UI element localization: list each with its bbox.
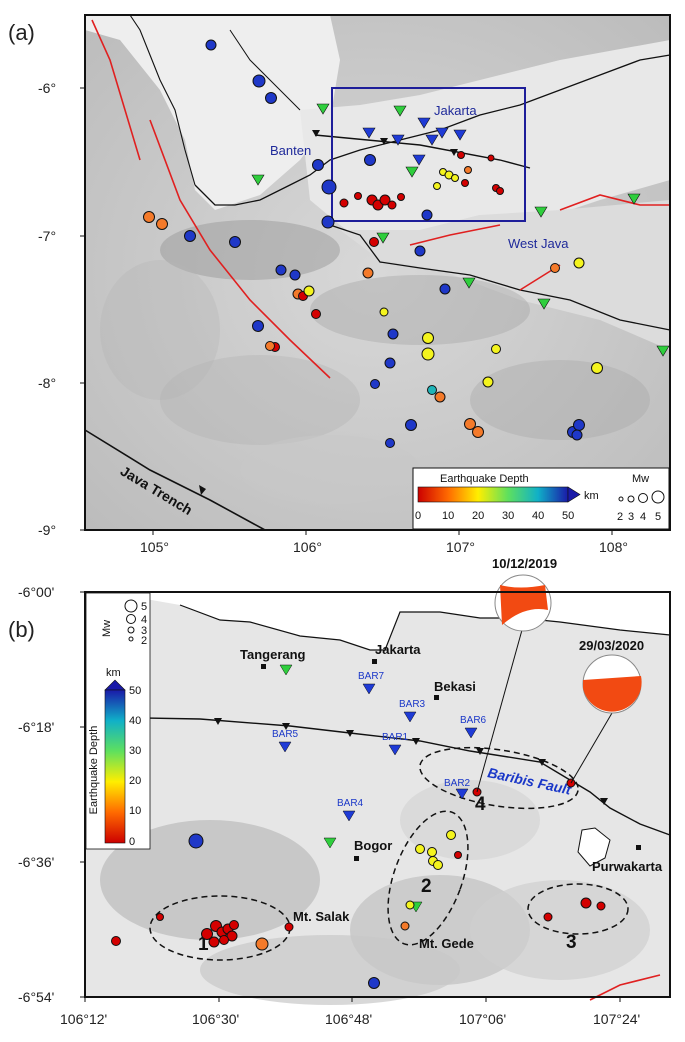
svg-text:105°: 105°	[140, 539, 169, 555]
svg-text:20: 20	[129, 775, 141, 787]
svg-text:Earthquake Depth: Earthquake Depth	[88, 726, 100, 815]
zone-2-label: 2	[421, 876, 432, 897]
svg-text:107°06': 107°06'	[459, 1011, 506, 1027]
panel-b-lat-ticks: -6°00' -6°18' -6°36' -6°54'	[18, 584, 85, 1005]
label-mt-gede: Mt. Gede	[419, 936, 474, 951]
trench-line	[84, 429, 266, 531]
zones	[149, 746, 629, 961]
svg-text:-7°: -7°	[38, 228, 56, 244]
panel-a-label: (a)	[8, 20, 35, 45]
svg-text:km: km	[106, 667, 121, 679]
label-mt-salak: Mt. Salak	[293, 909, 350, 924]
svg-text:10: 10	[442, 510, 454, 522]
svg-text:106°: 106°	[293, 539, 322, 555]
svg-text:-6°54': -6°54'	[18, 989, 54, 1005]
svg-text:107°24': 107°24'	[593, 1011, 640, 1027]
svg-text:BAR7: BAR7	[358, 671, 385, 682]
svg-text:106°12': 106°12'	[60, 1011, 107, 1027]
svg-text:BAR4: BAR4	[337, 798, 364, 809]
svg-text:Mw: Mw	[101, 620, 113, 637]
panel-a-lat-ticks: -6° -7° -8° -9°	[38, 80, 85, 538]
svg-text:106°30': 106°30'	[192, 1011, 239, 1027]
svg-text:BAR6: BAR6	[460, 715, 487, 726]
svg-text:30: 30	[502, 510, 514, 522]
label-jakarta-a: Jakarta	[434, 103, 477, 118]
fault-trace	[149, 119, 331, 379]
panel-a-lon-ticks: 105° 106° 107° 108°	[140, 530, 628, 555]
panel-b-map	[84, 592, 671, 1005]
zone-4-label: 4	[475, 794, 486, 815]
svg-text:Tangerang: Tangerang	[240, 647, 306, 662]
svg-text:10: 10	[129, 805, 141, 817]
svg-text:30: 30	[129, 745, 141, 757]
svg-text:2: 2	[617, 511, 623, 523]
svg-text:-6°: -6°	[38, 80, 56, 96]
depth-colorbar	[417, 486, 569, 503]
svg-text:0: 0	[415, 510, 421, 522]
panel-a-frame	[84, 14, 671, 531]
event-1-date: 10/12/2019	[492, 556, 557, 571]
svg-text:107°: 107°	[446, 539, 475, 555]
svg-text:km: km	[584, 490, 599, 502]
svg-text:5: 5	[141, 601, 147, 613]
panel-a-map	[84, 14, 671, 531]
svg-text:108°: 108°	[599, 539, 628, 555]
panel-b-lon-ticks: 106°12' 106°30' 106°48' 107°06' 107°24'	[60, 997, 640, 1027]
svg-text:3: 3	[628, 511, 634, 523]
svg-text:106°48': 106°48'	[325, 1011, 372, 1027]
svg-text:-9°: -9°	[38, 522, 56, 538]
svg-text:-6°00': -6°00'	[18, 584, 54, 600]
label-west-java: West Java	[508, 236, 569, 251]
svg-text:Bekasi: Bekasi	[434, 679, 476, 694]
svg-text:Purwakarta: Purwakarta	[592, 859, 663, 874]
panel-b-frame	[84, 591, 671, 998]
fault-trace	[91, 19, 141, 161]
svg-text:Mw: Mw	[632, 473, 649, 485]
panel-a-legend: Earthquake Depth km 0 10 20 30 40 50 Mw …	[412, 467, 670, 530]
panel-b-stations: BAR7 BAR3 BAR6 BAR1 BAR5 BAR2 BAR4	[272, 664, 487, 913]
panel-b-legend: Mw 5 4 3 2 km Earthquake Depth 50 40 30 …	[85, 592, 151, 850]
svg-text:3: 3	[141, 625, 147, 637]
panel-a-stations	[251, 103, 670, 357]
svg-text:BAR1: BAR1	[382, 732, 409, 743]
zone-1-label: 1	[198, 934, 209, 955]
svg-text:BAR5: BAR5	[272, 729, 299, 740]
svg-text:40: 40	[532, 510, 544, 522]
panel-b-label: (b)	[8, 617, 35, 642]
svg-text:-8°: -8°	[38, 375, 56, 391]
svg-text:Jakarta: Jakarta	[375, 642, 421, 657]
svg-text:Bogor: Bogor	[354, 838, 392, 853]
label-banten: Banten	[270, 143, 311, 158]
cities: Tangerang Jakarta Bekasi Bogor Purwakart…	[240, 642, 663, 874]
svg-text:-6°18': -6°18'	[18, 719, 54, 735]
event-2-date: 29/03/2020	[579, 638, 644, 653]
svg-text:-6°36': -6°36'	[18, 854, 54, 870]
svg-text:4: 4	[640, 511, 646, 523]
svg-text:BAR2: BAR2	[444, 778, 471, 789]
svg-text:50: 50	[562, 510, 574, 522]
svg-text:4: 4	[141, 614, 147, 626]
svg-text:50: 50	[129, 685, 141, 697]
panel-a-earthquakes	[143, 39, 603, 448]
svg-text:40: 40	[129, 715, 141, 727]
svg-text:0: 0	[129, 836, 135, 848]
zone-3-label: 3	[566, 932, 577, 953]
svg-text:Earthquake Depth: Earthquake Depth	[440, 473, 529, 485]
study-area-box	[331, 87, 526, 222]
depth-colorbar-b	[104, 689, 126, 844]
svg-text:2: 2	[141, 635, 147, 647]
svg-text:20: 20	[472, 510, 484, 522]
svg-text:BAR3: BAR3	[399, 699, 426, 710]
panel-b-earthquakes	[111, 778, 606, 989]
svg-text:5: 5	[655, 511, 661, 523]
focal-mechanisms: 10/12/2019 29/03/2020	[476, 556, 644, 793]
